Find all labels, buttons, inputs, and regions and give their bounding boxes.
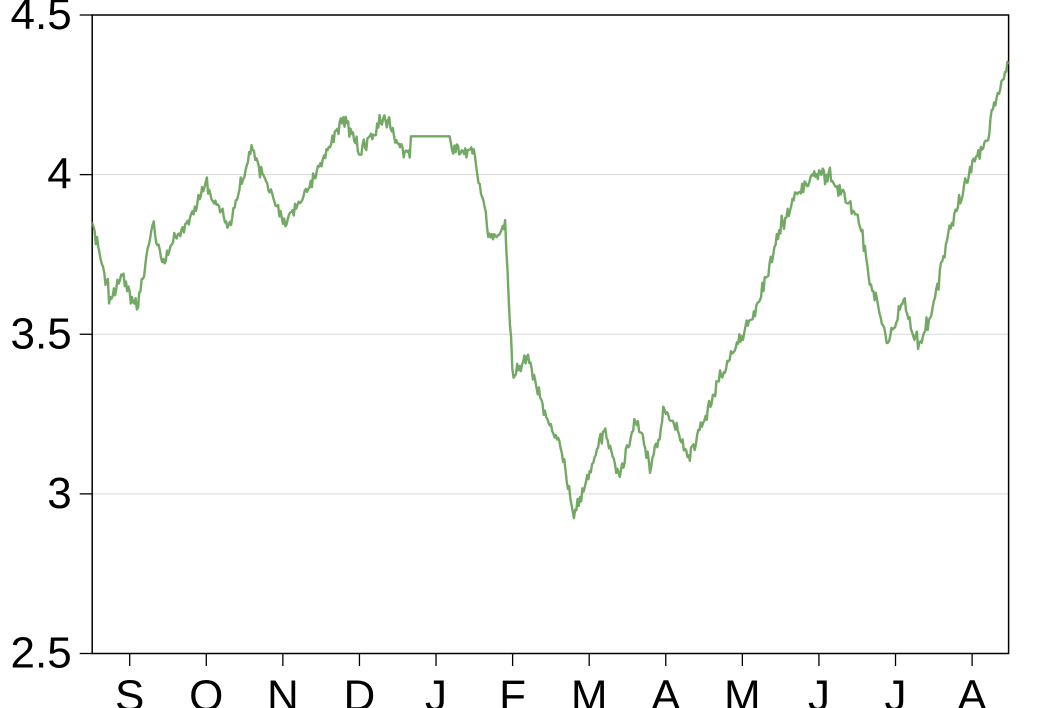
svg-text:3.5: 3.5 [11, 309, 72, 358]
svg-text:A: A [957, 672, 987, 708]
svg-text:J: J [808, 672, 830, 708]
svg-text:2.5: 2.5 [11, 629, 72, 678]
svg-text:M: M [724, 672, 761, 708]
svg-text:F: F [499, 672, 526, 708]
svg-text:O: O [189, 672, 223, 708]
svg-text:3: 3 [47, 469, 71, 518]
svg-text:4: 4 [47, 150, 71, 199]
svg-text:J: J [425, 672, 447, 708]
svg-text:4.5: 4.5 [11, 0, 72, 39]
svg-text:M: M [571, 672, 608, 708]
svg-text:J: J [885, 672, 907, 708]
svg-text:N: N [267, 672, 299, 708]
svg-text:A: A [651, 672, 681, 708]
svg-text:D: D [344, 672, 376, 708]
svg-text:S: S [115, 672, 144, 708]
